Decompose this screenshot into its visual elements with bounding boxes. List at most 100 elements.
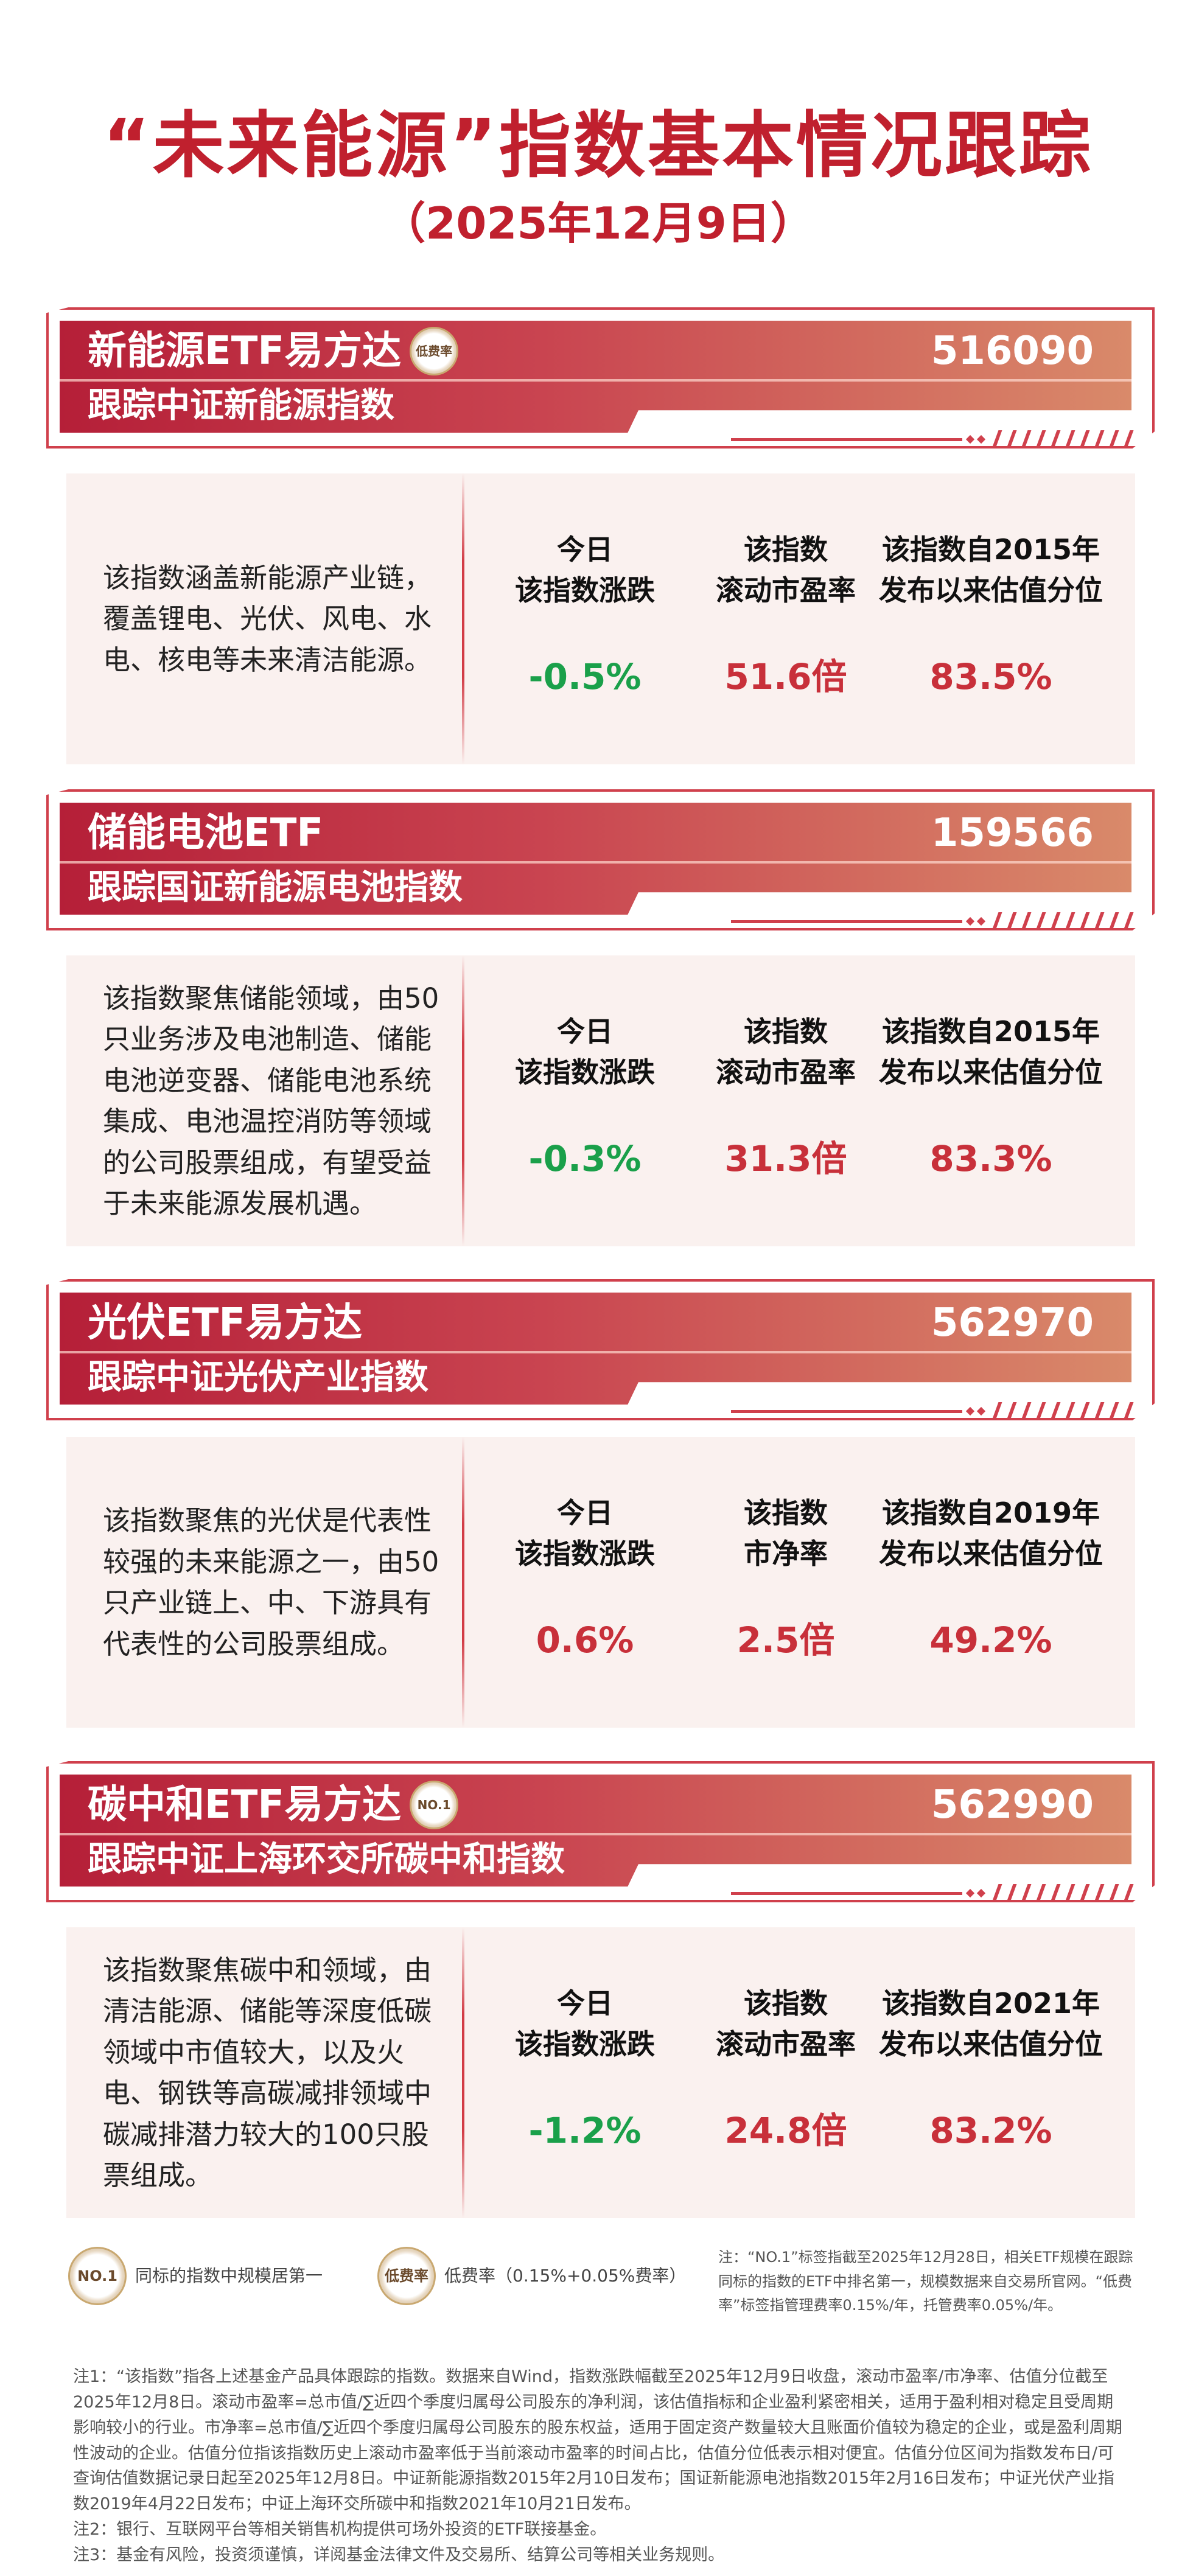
metric-value: 24.8倍	[724, 2110, 847, 2151]
legend-no1: NO.1 同标的指数中规模居第一	[68, 2247, 323, 2305]
fund-card-body: 该指数涵盖新能源产业链，覆盖锂电、光伏、风电、水电、核电等未来清洁能源。 今日该…	[66, 473, 1135, 764]
metric: 该指数自2015年 发布以来估值分位 83.5%	[879, 473, 1103, 764]
metric-label: 该指数 市净率	[661, 1493, 911, 1574]
header-divider	[60, 1833, 1131, 1835]
column-divider	[462, 955, 464, 1246]
index-description-text: 该指数涵盖新能源产业链，覆盖锂电、光伏、风电、水电、核电等未来清洁能源。	[103, 561, 432, 676]
metric-label-line-1: 该指数自2019年	[881, 1496, 1100, 1529]
metric: 该指数 市净率 2.5倍	[685, 1437, 886, 1728]
metric-label-line-1: 该指数	[744, 533, 828, 566]
fund-card-header: 光伏ETF易方达 562970 跟踪中证光伏产业指数	[46, 1279, 1155, 1420]
no1-legend-text: 同标的指数中规模居第一	[135, 2266, 323, 2286]
metric-value: 2.5倍	[736, 1619, 835, 1661]
metric-label-line-1: 今日	[557, 533, 613, 566]
index-description: 该指数涵盖新能源产业链，覆盖锂电、光伏、风电、水电、核电等未来清洁能源。	[103, 473, 456, 764]
fund-name-row: 碳中和ETF易方达 NO.1	[88, 1779, 459, 1831]
column-divider	[462, 1927, 464, 2218]
tracking-index: 跟踪国证新能源电池指数	[88, 868, 463, 907]
no1-badge-icon: NO.1	[68, 2247, 127, 2305]
fund-code: 562970	[931, 1300, 1094, 1346]
metric-label-line-2: 该指数涨跌	[515, 573, 655, 607]
legend-low-fee: 低费率 低费率（0.15%+0.05%费率）	[377, 2247, 686, 2305]
fund-card-header: 碳中和ETF易方达 NO.1 562990 跟踪中证上海环交所碳中和指数	[46, 1761, 1155, 1902]
metric-label: 今日 该指数涨跌	[460, 1983, 710, 2064]
footnote-1: 注1：“该指数”指各上述基金产品具体跟踪的指数。数据来自Wind，指数涨跌幅截至…	[73, 2367, 1122, 2514]
index-description: 该指数聚焦储能领域，由50只业务涉及电池制造、储能电池逆变器、储能电池系统集成、…	[103, 955, 456, 1246]
column-divider	[462, 1437, 464, 1728]
fund-name: 新能源ETF易方达	[88, 328, 402, 374]
metric-value: 0.6%	[536, 1619, 634, 1661]
fund-name-row: 新能源ETF易方达 低费率	[88, 326, 459, 377]
metric: 该指数 滚动市盈率 24.8倍	[685, 1927, 886, 2218]
header-decoration	[731, 1402, 1134, 1420]
low-fee-badge-icon: 低费率	[410, 327, 459, 375]
metric-label-line-2: 该指数涨跌	[515, 2027, 655, 2061]
metric-label: 该指数自2015年 发布以来估值分位	[866, 1011, 1116, 1092]
fund-card-body: 该指数聚焦的光伏是代表性较强的未来能源之一，由50只产业链上、中、下游具有代表性…	[66, 1437, 1135, 1728]
fund-code: 516090	[931, 329, 1094, 374]
metric-value: 31.3倍	[724, 1138, 847, 1179]
metric-label-line-2: 该指数涨跌	[515, 1055, 655, 1089]
metric-label-line-1: 该指数	[744, 1015, 828, 1048]
metric-label: 该指数自2021年 发布以来估值分位	[866, 1983, 1116, 2064]
header-frame	[46, 1279, 1155, 1420]
low-fee-badge-icon: 低费率	[377, 2247, 436, 2305]
metric-value: 51.6倍	[724, 656, 847, 697]
metric-label: 该指数 滚动市盈率	[661, 1983, 911, 2064]
header-decoration	[731, 1884, 1134, 1902]
metric-value: -0.5%	[528, 656, 642, 697]
index-description-text: 该指数聚焦碳中和领域，由清洁能源、储能等深度低碳领域中市值较大，以及火电、钢铁等…	[103, 1953, 432, 2192]
legend-note: 注：“NO.1”标签指截至2025年12月28日，相关ETF规模在跟踪同标的指数…	[718, 2249, 1133, 2314]
metric: 今日该指数涨跌 0.6%	[484, 1437, 685, 1728]
metric-label-line-1: 今日	[557, 1987, 613, 2020]
column-divider	[462, 473, 464, 764]
metric: 该指数自2021年 发布以来估值分位 83.2%	[879, 1927, 1103, 2218]
metric: 今日该指数涨跌 -0.5%	[484, 473, 685, 764]
metric-value: 83.2%	[929, 2110, 1052, 2151]
index-description: 该指数聚焦碳中和领域，由清洁能源、储能等深度低碳领域中市值较大，以及火电、钢铁等…	[103, 1927, 456, 2218]
fund-card-header: 储能电池ETF 159566 跟踪国证新能源电池指数	[46, 789, 1155, 930]
header-frame	[46, 1761, 1155, 1902]
metric-label: 该指数自2015年 发布以来估值分位	[866, 529, 1116, 610]
metric-label-line-1: 该指数	[744, 1987, 828, 2020]
metric-label-line-2: 该指数涨跌	[515, 1537, 655, 1570]
metric: 今日该指数涨跌 -1.2%	[484, 1927, 685, 2218]
metric-label-line-2: 发布以来估值分位	[879, 573, 1103, 607]
fund-name: 储能电池ETF	[88, 810, 324, 856]
index-description: 该指数聚焦的光伏是代表性较强的未来能源之一，由50只产业链上、中、下游具有代表性…	[103, 1437, 456, 1728]
metric-label-line-1: 今日	[557, 1496, 613, 1529]
metric-label-line-1: 该指数自2021年	[881, 1987, 1100, 2020]
metric-value: 49.2%	[929, 1619, 1052, 1661]
metric: 该指数自2019年 发布以来估值分位 49.2%	[879, 1437, 1103, 1728]
fund-card-body: 该指数聚焦碳中和领域，由清洁能源、储能等深度低碳领域中市值较大，以及火电、钢铁等…	[66, 1927, 1135, 2218]
fund-name: 碳中和ETF易方达	[88, 1782, 402, 1827]
metric-value: 83.3%	[929, 1138, 1052, 1179]
fund-name: 光伏ETF易方达	[88, 1300, 363, 1346]
metric-label-line-2: 发布以来估值分位	[879, 1537, 1103, 1570]
metric-label-line-2: 市净率	[744, 1537, 828, 1570]
footnote-3: 注3：基金有风险，投资须谨慎，详阅基金法律文件及交易所、结算公司等相关业务规则。	[73, 2545, 725, 2564]
metric: 该指数滚动市盈率 31.3倍	[685, 955, 886, 1246]
metric-label-line-1: 该指数自2015年	[881, 533, 1100, 566]
header-divider	[60, 861, 1131, 864]
metric-label-line-2: 滚动市盈率	[716, 573, 856, 607]
low-fee-legend-text: 低费率（0.15%+0.05%费率）	[444, 2266, 687, 2286]
fund-code: 159566	[931, 811, 1094, 856]
metric-value: -0.3%	[528, 1138, 642, 1179]
metric: 该指数自2015年 发布以来估值分位 83.3%	[879, 955, 1103, 1246]
metric-label-line-1: 今日	[557, 1015, 613, 1048]
page-date: （2025年12月9日）	[382, 198, 814, 249]
tracking-index: 跟踪中证光伏产业指数	[88, 1358, 428, 1397]
header-decoration	[731, 430, 1134, 449]
metric-label: 该指数 滚动市盈率	[661, 529, 911, 610]
index-description-text: 该指数聚焦储能领域，由50只业务涉及电池制造、储能电池逆变器、储能电池系统集成、…	[103, 982, 439, 1220]
metric-label: 今日 该指数涨跌	[460, 529, 710, 610]
fund-card-header: 新能源ETF易方达 低费率 516090 跟踪中证新能源指数	[46, 307, 1155, 449]
metric-label-line-2: 滚动市盈率	[716, 1055, 856, 1089]
tracking-index: 跟踪中证上海环交所碳中和指数	[88, 1840, 565, 1879]
metric: 该指数滚动市盈率 51.6倍	[685, 473, 886, 764]
tracking-index: 跟踪中证新能源指数	[88, 386, 394, 425]
footnote-2: 注2：银行、互联网平台等相关销售机构提供可场外投资的ETF联接基金。	[73, 2520, 607, 2539]
metric-value: -1.2%	[528, 2110, 642, 2151]
metric-label: 今日 该指数涨跌	[460, 1011, 710, 1092]
